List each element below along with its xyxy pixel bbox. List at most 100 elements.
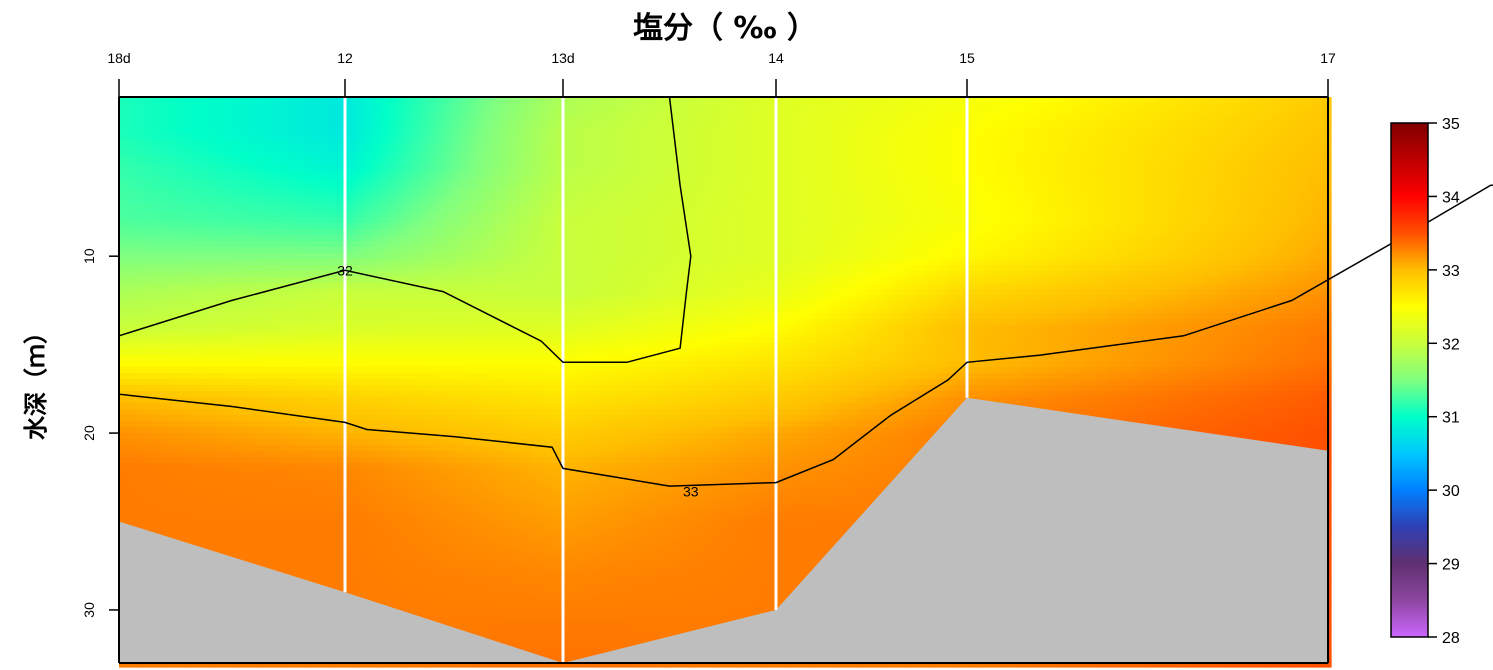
field-cell: [377, 217, 384, 224]
field-cell: [209, 439, 216, 446]
field-cell: [209, 259, 216, 266]
field-cell: [143, 469, 150, 476]
field-cell: [221, 181, 228, 188]
field-cell: [185, 217, 192, 224]
field-cell: [407, 235, 414, 242]
field-cell: [275, 175, 282, 182]
field-cell: [377, 493, 384, 500]
field-cell: [299, 415, 306, 422]
field-cell: [125, 289, 132, 296]
field-cell: [347, 307, 354, 314]
field-cell: [287, 493, 294, 500]
field-cell: [173, 157, 180, 164]
field-cell: [413, 475, 420, 482]
field-cell: [197, 349, 204, 356]
field-cell: [245, 451, 252, 458]
field-cell: [359, 247, 366, 254]
field-cell: [359, 409, 366, 416]
field-cell: [401, 391, 408, 398]
field-cell: [383, 595, 390, 602]
field-cell: [401, 133, 408, 140]
field-cell: [275, 259, 282, 266]
field-cell: [365, 367, 372, 374]
field-cell: [233, 379, 240, 386]
field-cell: [407, 259, 414, 266]
field-cell: [383, 145, 390, 152]
field-cell: [161, 97, 168, 104]
field-cell: [269, 451, 276, 458]
field-cell: [221, 163, 228, 170]
field-cell: [131, 253, 138, 260]
field-cell: [131, 97, 138, 104]
field-cell: [353, 475, 360, 482]
field-cell: [161, 271, 168, 278]
field-cell: [359, 463, 366, 470]
field-cell: [401, 139, 408, 146]
field-cell: [347, 271, 354, 278]
field-cell: [383, 265, 390, 272]
field-cell: [293, 463, 300, 470]
field-cell: [305, 469, 312, 476]
field-cell: [353, 337, 360, 344]
field-cell: [347, 457, 354, 464]
field-cell: [311, 283, 318, 290]
field-cell: [227, 439, 234, 446]
field-cell: [401, 661, 408, 668]
field-cell: [431, 109, 438, 116]
field-cell: [407, 241, 414, 248]
field-cell: [401, 175, 408, 182]
field-cell: [389, 373, 396, 380]
field-cell: [383, 547, 390, 554]
field-cell: [227, 175, 234, 182]
field-cell: [149, 385, 156, 392]
field-cell: [371, 523, 378, 530]
field-cell: [125, 211, 132, 218]
field-cell: [377, 343, 384, 350]
field-cell: [209, 319, 216, 326]
field-cell: [191, 349, 198, 356]
field-cell: [305, 505, 312, 512]
field-cell: [281, 205, 288, 212]
field-cell: [269, 235, 276, 242]
field-cell: [179, 271, 186, 278]
field-cell: [371, 325, 378, 332]
field-cell: [323, 151, 330, 158]
field-cell: [143, 217, 150, 224]
field-cell: [371, 583, 378, 590]
field-cell: [131, 499, 138, 506]
field-cell: [287, 445, 294, 452]
field-cell: [419, 307, 426, 314]
field-cell: [377, 385, 384, 392]
field-cell: [125, 157, 132, 164]
field-cell: [305, 661, 312, 668]
field-cell: [317, 367, 324, 374]
field-cell: [425, 487, 432, 494]
field-cell: [359, 505, 366, 512]
field-cell: [287, 427, 294, 434]
field-cell: [131, 277, 138, 284]
field-cell: [131, 319, 138, 326]
field-cell: [311, 463, 318, 470]
field-cell: [155, 109, 162, 116]
field-cell: [323, 145, 330, 152]
field-cell: [125, 241, 132, 248]
field-cell: [413, 499, 420, 506]
field-cell: [257, 439, 264, 446]
field-cell: [425, 313, 432, 320]
field-cell: [425, 613, 432, 620]
field-cell: [137, 187, 144, 194]
field-cell: [317, 493, 324, 500]
field-cell: [335, 115, 342, 122]
field-cell: [143, 331, 150, 338]
field-cell: [329, 559, 336, 566]
field-cell: [191, 391, 198, 398]
field-cell: [215, 217, 222, 224]
field-cell: [353, 427, 360, 434]
field-cell: [155, 349, 162, 356]
field-cell: [215, 427, 222, 434]
field-cell: [395, 217, 402, 224]
field-cell: [407, 277, 414, 284]
field-cell: [143, 127, 150, 134]
field-cell: [353, 151, 360, 158]
field-cell: [137, 169, 144, 176]
